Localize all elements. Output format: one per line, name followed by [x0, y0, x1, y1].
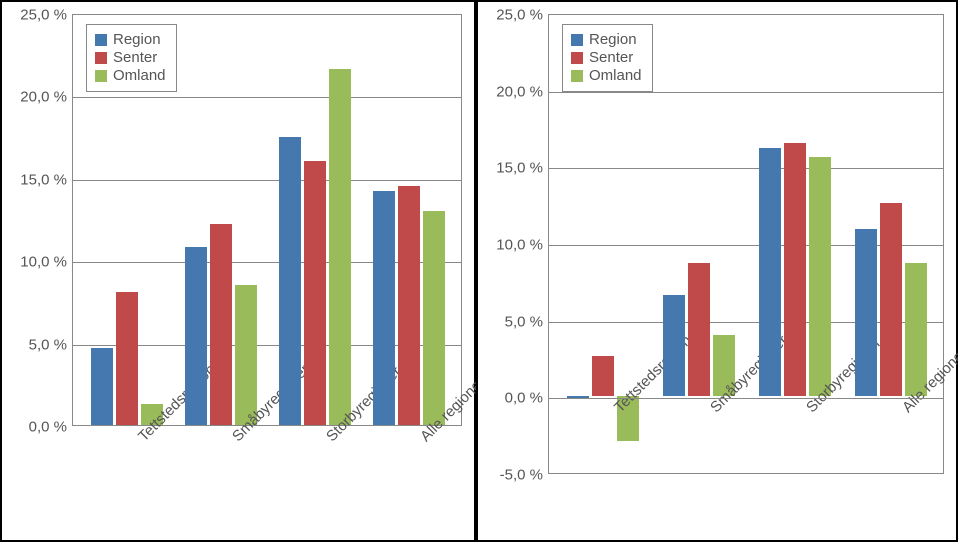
chart-panel-left: 0,0 % 5,0 % 10,0 % 15,0 % 20,0 % 25,0 % Tettst… — [0, 0, 476, 542]
legend-left: RegionSenterOmland — [86, 24, 177, 92]
bar-omland — [235, 285, 257, 425]
legend-swatch — [95, 70, 107, 82]
legend-row-region: Region — [95, 31, 166, 49]
bar-omland — [809, 157, 831, 396]
bar-region — [663, 295, 685, 396]
bar-region — [855, 229, 877, 396]
legend-swatch — [95, 52, 107, 64]
legend-swatch — [571, 34, 583, 46]
legend-label: Region — [113, 31, 161, 49]
bar-region — [373, 191, 395, 425]
bar-senter — [116, 292, 138, 425]
bar-senter — [784, 143, 806, 396]
bar-senter — [398, 186, 420, 425]
legend-right: RegionSenterOmland — [562, 24, 653, 92]
ytick-label: 5,0 % — [505, 313, 549, 330]
legend-swatch — [571, 52, 583, 64]
legend-row-omland: Omland — [95, 67, 166, 85]
gridline — [73, 97, 461, 98]
xtick-label: Tettstedsregioner — [135, 433, 147, 445]
ytick-label: 25,0 % — [20, 7, 73, 24]
ytick-label: 25,0 % — [496, 7, 549, 24]
bar-region — [91, 348, 113, 425]
legend-row-senter: Senter — [571, 49, 642, 67]
xtick-label: Småbyregioner — [707, 404, 719, 416]
bar-senter — [304, 161, 326, 425]
legend-label: Region — [589, 31, 637, 49]
legend-label: Senter — [589, 49, 633, 67]
xtick-label: Storbyregioner — [803, 404, 815, 416]
bar-region — [185, 247, 207, 425]
ytick-label: 10,0 % — [20, 254, 73, 271]
ytick-label: 15,0 % — [20, 171, 73, 188]
legend-row-region: Region — [571, 31, 642, 49]
ytick-label: 5,0 % — [29, 336, 73, 353]
legend-swatch — [571, 70, 583, 82]
xtick-label: Småbyregioner — [229, 433, 241, 445]
legend-label: Senter — [113, 49, 157, 67]
xtick-label: Alle regioner — [417, 433, 429, 445]
bar-omland — [423, 211, 445, 425]
chart-panel-right: -5,0 % 0,0 % 5,0 % 10,0 % 15,0 % 20,0 % 25,0 %… — [476, 0, 958, 542]
gridline — [73, 180, 461, 181]
ytick-label: 20,0 % — [496, 83, 549, 100]
bar-region — [279, 137, 301, 425]
bar-region — [759, 148, 781, 396]
ytick-label: 0,0 % — [505, 390, 549, 407]
bar-omland — [905, 263, 927, 396]
legend-label: Omland — [113, 67, 166, 85]
bar-senter — [688, 263, 710, 396]
ytick-label: 0,0 % — [29, 419, 73, 436]
ytick-label: 10,0 % — [496, 237, 549, 254]
ytick-label: 20,0 % — [20, 89, 73, 106]
ytick-label: -5,0 % — [500, 467, 549, 484]
bar-senter — [880, 203, 902, 396]
bar-omland — [329, 69, 351, 425]
legend-row-senter: Senter — [95, 49, 166, 67]
ytick-label: 15,0 % — [496, 160, 549, 177]
bar-senter — [210, 224, 232, 425]
xtick-label: Storbyregioner — [323, 433, 335, 445]
xtick-label: Alle regioner — [899, 404, 911, 416]
legend-swatch — [95, 34, 107, 46]
legend-label: Omland — [589, 67, 642, 85]
bar-senter — [592, 356, 614, 396]
legend-row-omland: Omland — [571, 67, 642, 85]
gridline — [549, 168, 943, 169]
